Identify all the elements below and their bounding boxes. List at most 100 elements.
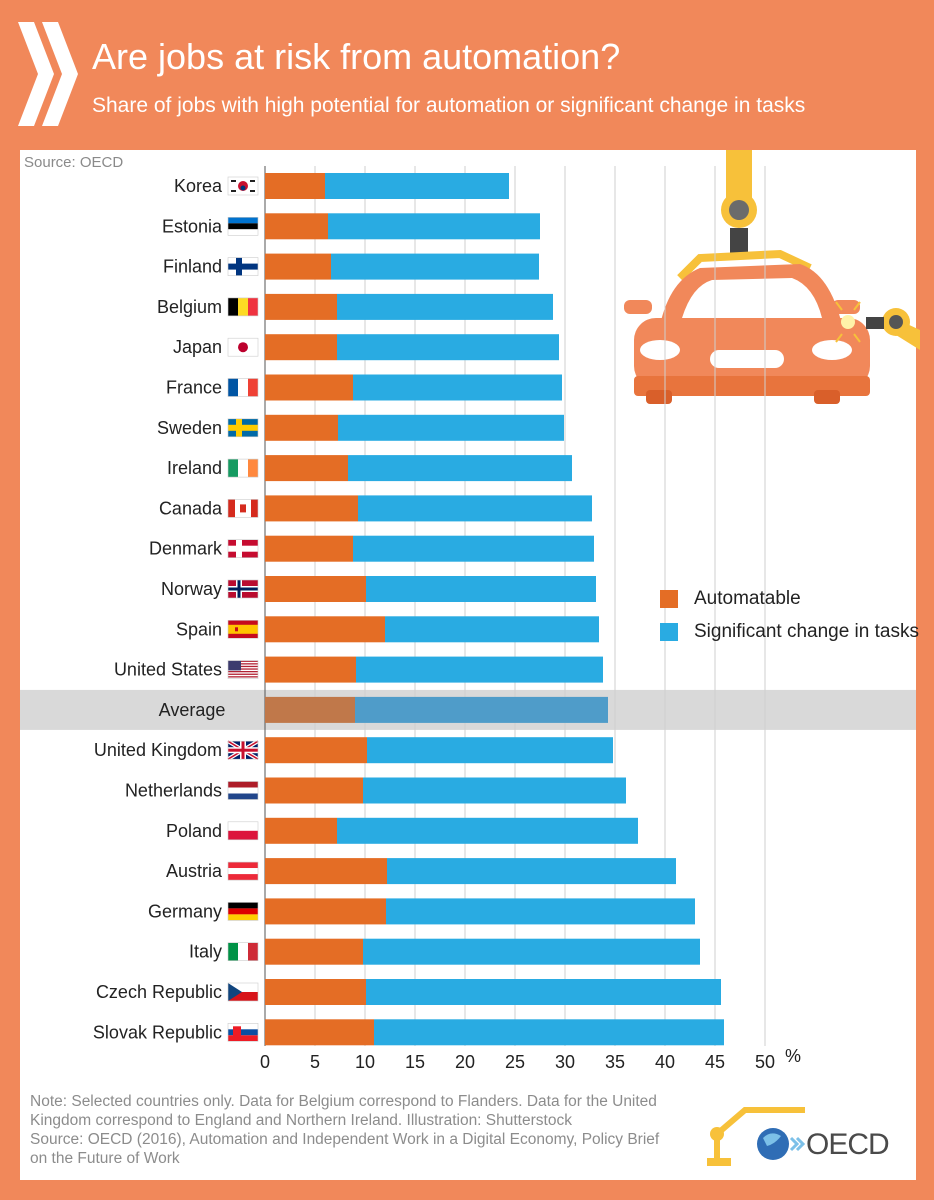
oecd-logo-text: OECD (806, 1128, 890, 1161)
category-label: Slovak Republic (93, 1022, 222, 1042)
bar-automatable (265, 858, 387, 885)
korea-flag-icon (227, 176, 259, 196)
austria-flag-icon (227, 861, 259, 881)
bar-change (366, 576, 596, 602)
category-label: Average (159, 700, 226, 720)
bar-automatable (265, 576, 366, 602)
x-tick-label: 5 (310, 1052, 320, 1072)
category-label: Korea (174, 176, 223, 196)
category-label: Japan (173, 337, 222, 357)
globe-icon (757, 1128, 789, 1160)
bar-change (338, 414, 564, 441)
footnote: Note: Selected countries only. Data for … (30, 1092, 670, 1168)
x-tick-label: 0 (260, 1052, 270, 1072)
legend-label: Automatable (694, 587, 801, 609)
bar-automatable (265, 253, 331, 280)
welding-arm-icon (835, 301, 920, 350)
category-label: France (166, 378, 222, 398)
bar-automatable (265, 898, 386, 925)
belgium-flag-icon (227, 297, 259, 317)
bar-change (367, 737, 613, 764)
category-label: United Kingdom (94, 740, 222, 760)
bar-automatable (265, 173, 325, 199)
x-tick-label: 15 (405, 1052, 425, 1072)
bar-change (355, 696, 608, 723)
sweden-flag-icon (227, 418, 259, 438)
category-label: Estonia (162, 216, 223, 236)
bar-change (385, 616, 599, 643)
bar-automatable (265, 938, 363, 965)
bar-automatable (265, 334, 337, 361)
car-icon (624, 264, 870, 404)
bar-automatable (265, 293, 337, 320)
poland-flag-icon (227, 821, 259, 841)
estonia-flag-icon (227, 217, 259, 236)
bar-change (331, 253, 539, 280)
category-label: Norway (161, 579, 222, 599)
robot-joint-icon (710, 1127, 724, 1141)
bar-automatable (265, 616, 385, 643)
legend-swatch-change (660, 622, 678, 641)
x-tick-label: 35 (605, 1052, 625, 1072)
bar-change (387, 858, 676, 885)
bar-automatable (265, 777, 363, 804)
bar-change (363, 777, 626, 804)
stacked-bar-chart: Korea Estonia Finland Belgium Japan France Swe… (20, 166, 916, 1072)
robot-arm-icon (726, 150, 752, 198)
legend-item-change: Significant change in tasks (660, 615, 919, 648)
category-label: Belgium (157, 297, 222, 317)
x-tick-label: 45 (705, 1052, 725, 1072)
bar-automatable (265, 495, 358, 522)
bar-automatable (265, 213, 328, 240)
category-label: Czech Republic (96, 982, 222, 1002)
source-text: Source: OECD (2016), Automation and Inde… (30, 1131, 660, 1167)
category-label: Germany (148, 901, 222, 921)
denmark-flag-icon (227, 539, 259, 559)
slovak-republic-flag-icon (227, 1022, 259, 1042)
bar-automatable (265, 535, 353, 562)
bar-change (337, 334, 559, 361)
note-text: Note: Selected countries only. Data for … (30, 1093, 657, 1129)
netherlands-flag-icon (227, 781, 259, 800)
source-label: Source: OECD (24, 154, 124, 171)
bar-automatable (265, 656, 356, 683)
oecd-logo-illustration (707, 1107, 805, 1166)
header: Are jobs at risk from automation? Share … (0, 0, 934, 150)
italy-flag-icon (227, 942, 259, 962)
czech-republic-flag-icon (227, 982, 259, 1002)
bar-change (386, 898, 695, 925)
x-tick-label: 20 (455, 1052, 475, 1072)
bar-automatable (265, 374, 353, 401)
ireland-flag-icon (227, 458, 259, 478)
category-label: Sweden (157, 418, 222, 438)
category-label: Finland (163, 257, 222, 277)
germany-flag-icon (227, 902, 259, 921)
france-flag-icon (227, 378, 259, 397)
category-label: Canada (159, 498, 223, 518)
bar-automatable (265, 696, 355, 723)
oecd-chevrons-icon (18, 22, 78, 126)
united-kingdom-flag-icon (226, 739, 260, 761)
legend: Automatable Significant change in tasks (660, 582, 919, 648)
bar-automatable (265, 979, 366, 1005)
category-label: United States (114, 660, 222, 680)
category-label: Denmark (149, 539, 223, 559)
x-tick-label: 40 (655, 1052, 675, 1072)
bar-change (353, 535, 594, 562)
norway-flag-icon (227, 579, 259, 599)
category-label: Italy (189, 942, 222, 962)
legend-label: Significant change in tasks (694, 620, 919, 642)
bar-automatable (265, 455, 348, 482)
x-tick-label: 25 (505, 1052, 525, 1072)
bar-change (374, 1019, 724, 1046)
bar-change (366, 979, 721, 1005)
page-subtitle: Share of jobs with high potential for au… (92, 94, 806, 117)
bar-change (328, 213, 540, 240)
x-tick-label: 30 (555, 1052, 575, 1072)
bar-change (353, 374, 562, 401)
bar-change (337, 817, 638, 844)
bar-automatable (265, 737, 367, 764)
x-tick-label: 10 (355, 1052, 375, 1072)
united-states-flag-icon (227, 660, 259, 679)
bar-change (337, 293, 553, 320)
